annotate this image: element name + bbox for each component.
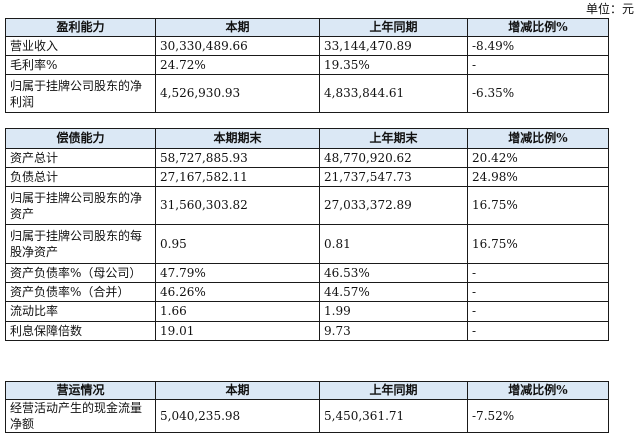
profitability-table: 盈利能力 本期 上年同期 增减比例% 营业收入 30,330,489.66 33… [5, 18, 609, 113]
value-cell: 46.26% [155, 282, 320, 302]
table-row: 归属于挂牌公司股东的每股净资产 0.95 0.81 16.75% [5, 224, 609, 264]
row-label: 资产负债率%（母公司） [5, 263, 156, 283]
value-cell: 31,560,303.82 [155, 186, 320, 225]
value-cell: 5,450,361.71 [319, 399, 468, 433]
table-row: 流动比率 1.66 1.99 - [5, 301, 609, 322]
value-cell: -6.35% [467, 74, 609, 113]
value-cell: 21,737,547.73 [319, 167, 468, 187]
table-row: 归属于挂牌公司股东的净资产 31,560,303.82 27,033,372.8… [5, 186, 609, 225]
header-cell: 增减比例% [467, 381, 609, 400]
unit-label: 单位：元 [585, 2, 634, 16]
value-cell: 1.99 [319, 301, 468, 322]
value-cell: - [467, 55, 609, 75]
value-cell: 46.53% [319, 263, 468, 283]
value-cell: -8.49% [467, 36, 609, 56]
value-cell: - [467, 321, 609, 341]
value-cell: 44.57% [319, 282, 468, 302]
header-cell: 盈利能力 [5, 18, 156, 37]
header-cell: 本期 [155, 18, 320, 37]
row-label: 资产负债率%（合并） [5, 282, 156, 302]
value-cell: 16.75% [467, 186, 609, 225]
row-label: 负债总计 [5, 167, 156, 187]
value-cell: 48,770,920.62 [319, 148, 468, 168]
row-label: 归属于挂牌公司股东的每股净资产 [5, 224, 156, 264]
table-row: 资产总计 58,727,885.93 48,770,920.62 20.42% [5, 148, 609, 168]
table-header-row: 偿债能力 本期期末 上年期末 增减比例% [5, 128, 609, 149]
operations-table: 营运情况 本期 上年同期 增减比例% 经营活动产生的现金流量净额 5,040,2… [5, 381, 609, 433]
table-header-row: 营运情况 本期 上年同期 增减比例% [5, 381, 609, 400]
row-label: 毛利率% [5, 55, 156, 75]
value-cell: 30,330,489.66 [155, 36, 320, 56]
header-cell: 增减比例% [467, 18, 609, 37]
table-row: 经营活动产生的现金流量净额 5,040,235.98 5,450,361.71 … [5, 399, 609, 433]
header-cell: 上年同期 [319, 18, 468, 37]
value-cell: 4,526,930.93 [155, 74, 320, 113]
row-label: 归属于挂牌公司股东的净资产 [5, 186, 156, 225]
row-label: 经营活动产生的现金流量净额 [5, 399, 156, 433]
value-cell: - [467, 282, 609, 302]
value-cell: 0.95 [155, 224, 320, 264]
table-row: 资产负债率%（母公司） 47.79% 46.53% - [5, 263, 609, 283]
value-cell: 24.98% [467, 167, 609, 187]
value-cell: 1.66 [155, 301, 320, 322]
value-cell: 33,144,470.89 [319, 36, 468, 56]
value-cell: - [467, 301, 609, 322]
header-cell: 本期 [155, 381, 320, 400]
table-row: 营业收入 30,330,489.66 33,144,470.89 -8.49% [5, 36, 609, 56]
table-row: 归属于挂牌公司股东的净利润 4,526,930.93 4,833,844.61 … [5, 74, 609, 113]
table-header-row: 盈利能力 本期 上年同期 增减比例% [5, 18, 609, 37]
table-row: 毛利率% 24.72% 19.35% - [5, 55, 609, 75]
value-cell: 27,033,372.89 [319, 186, 468, 225]
header-cell: 上年期末 [319, 128, 468, 149]
value-cell: -7.52% [467, 399, 609, 433]
row-label: 利息保障倍数 [5, 321, 156, 341]
header-cell: 增减比例% [467, 128, 609, 149]
value-cell: 27,167,582.11 [155, 167, 320, 187]
value-cell: 4,833,844.61 [319, 74, 468, 113]
table-row: 利息保障倍数 19.01 9.73 - [5, 321, 609, 341]
value-cell: 47.79% [155, 263, 320, 283]
value-cell: 58,727,885.93 [155, 148, 320, 168]
solvency-table: 偿债能力 本期期末 上年期末 增减比例% 资产总计 58,727,885.93 … [5, 128, 609, 341]
row-label: 资产总计 [5, 148, 156, 168]
value-cell: 19.01 [155, 321, 320, 341]
row-label: 归属于挂牌公司股东的净利润 [5, 74, 156, 113]
table-row: 负债总计 27,167,582.11 21,737,547.73 24.98% [5, 167, 609, 187]
value-cell: 9.73 [319, 321, 468, 341]
value-cell: 19.35% [319, 55, 468, 75]
value-cell: 20.42% [467, 148, 609, 168]
row-label: 营业收入 [5, 36, 156, 56]
value-cell: - [467, 263, 609, 283]
table-row: 资产负债率%（合并） 46.26% 44.57% - [5, 282, 609, 302]
value-cell: 16.75% [467, 224, 609, 264]
header-cell: 偿债能力 [5, 128, 156, 149]
value-cell: 24.72% [155, 55, 320, 75]
value-cell: 0.81 [319, 224, 468, 264]
header-cell: 营运情况 [5, 381, 156, 400]
header-cell: 上年同期 [319, 381, 468, 400]
value-cell: 5,040,235.98 [155, 399, 320, 433]
header-cell: 本期期末 [155, 128, 320, 149]
row-label: 流动比率 [5, 301, 156, 322]
